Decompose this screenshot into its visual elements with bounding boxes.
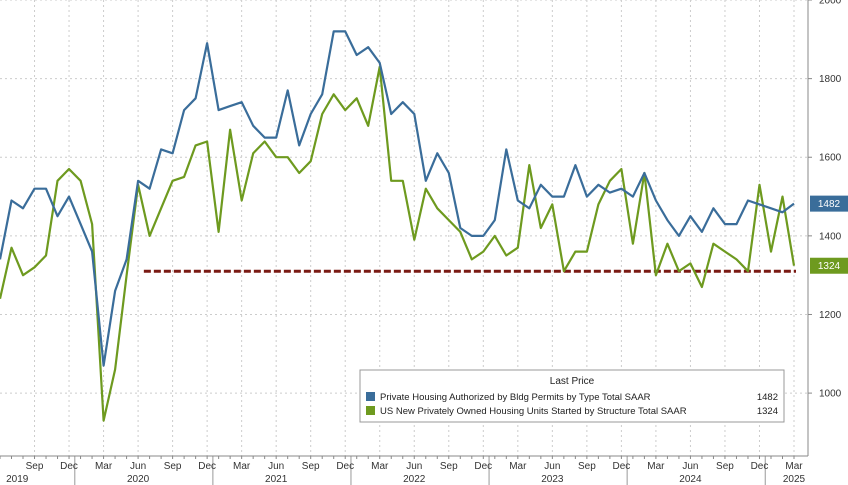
x-month-label: Dec	[612, 461, 630, 472]
x-month-label: Sep	[578, 461, 596, 472]
x-month-label: Dec	[60, 461, 78, 472]
x-month-label: Mar	[233, 461, 251, 472]
x-month-label: Dec	[198, 461, 216, 472]
last-price-tags: 1482 1324	[810, 195, 848, 274]
y-tick-label: 1200	[819, 310, 842, 321]
x-year-label: 2023	[541, 474, 564, 485]
y-tick-label: 2000	[819, 0, 842, 7]
x-year-label: 2019	[6, 474, 29, 485]
legend-box	[359, 369, 785, 423]
x-month-label: Jun	[406, 461, 422, 472]
legend: Last Price Private Housing Authorized by…	[359, 369, 785, 423]
x-axis-ticks: Sep Dec Mar Jun Sep Dec Mar Jun Sep Dec Mar Jun Sep D…	[6, 461, 805, 485]
x-year-label: 2021	[265, 474, 288, 485]
legend-title: Last Price	[550, 376, 595, 387]
x-month-label: Dec	[474, 461, 492, 472]
y-tick-label: 1600	[819, 153, 842, 164]
x-month-label: Jun	[682, 461, 698, 472]
x-month-label: Dec	[336, 461, 354, 472]
starts-series-line	[0, 65, 796, 422]
x-month-label: Sep	[716, 461, 734, 472]
last-price-tag-text-permits: 1482	[818, 199, 841, 210]
x-month-label: Mar	[647, 461, 665, 472]
x-year-label: 2022	[403, 474, 426, 485]
x-month-label: Jun	[268, 461, 284, 472]
x-month-label: Mar	[509, 461, 527, 472]
legend-value-permits: 1482	[757, 392, 778, 403]
y-tick-label: 1800	[819, 74, 842, 85]
axes	[0, 0, 812, 485]
x-month-label: Dec	[751, 461, 769, 472]
x-month-label: Jun	[130, 461, 146, 472]
x-month-label: Mar	[785, 461, 803, 472]
x-month-label: Sep	[302, 461, 320, 472]
legend-swatch-permits	[366, 392, 375, 401]
x-month-label: Sep	[164, 461, 182, 472]
last-price-tag-starts	[810, 257, 848, 274]
x-year-label: 2025	[783, 474, 806, 485]
last-price-tag-permits	[810, 195, 848, 212]
legend-swatch-starts	[366, 406, 375, 415]
legend-label-starts: US New Privately Owned Housing Units Sta…	[380, 406, 687, 417]
x-year-label: 2024	[679, 474, 702, 485]
last-price-tag-text-starts: 1324	[818, 261, 841, 272]
x-month-label: Sep	[440, 461, 458, 472]
legend-label-permits: Private Housing Authorized by Bldg Permi…	[380, 392, 651, 403]
x-year-label: 2020	[127, 474, 150, 485]
x-month-label: Sep	[26, 461, 44, 472]
y-axis-ticks: 1000 1200 1400 1600 1800 2000	[819, 0, 842, 400]
series-lines	[0, 30, 796, 422]
x-month-label: Jun	[544, 461, 560, 472]
permits-series-line	[0, 30, 795, 367]
y-tick-label: 1400	[819, 231, 842, 242]
x-month-label: Mar	[95, 461, 113, 472]
y-tick-label: 1000	[819, 389, 842, 400]
legend-value-starts: 1324	[757, 406, 778, 417]
x-month-label: Mar	[371, 461, 389, 472]
